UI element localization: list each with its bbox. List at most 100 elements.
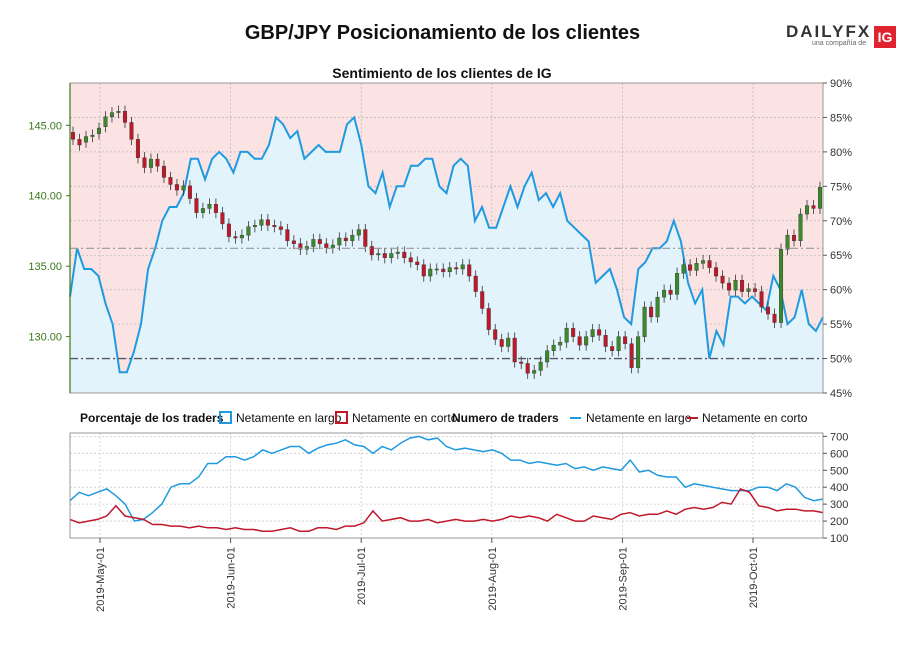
count-long-line — [69, 435, 824, 522]
candle-body — [207, 203, 212, 209]
candle-body — [779, 249, 784, 323]
candle-body — [187, 185, 192, 199]
candle-body — [148, 158, 153, 168]
percent-tick-label: 85% — [830, 112, 852, 124]
legend-percent-title: Porcentaje de los traders — [80, 411, 224, 425]
candle-body — [805, 205, 810, 215]
candle-body — [538, 361, 543, 371]
count-axis-ticks: 700 600 500 400 300 200 100 — [823, 431, 848, 545]
candle-body — [499, 339, 504, 347]
candle-body — [408, 257, 413, 263]
candle-body — [772, 313, 777, 323]
candle-body — [597, 329, 602, 336]
legend-count-long-label: Netamente en largo — [586, 411, 692, 425]
candle-body — [376, 253, 381, 256]
percent-tick-label: 60% — [830, 285, 852, 297]
candle-body — [109, 112, 114, 118]
candle-body — [291, 240, 296, 244]
candle-body — [480, 291, 485, 309]
candle-body — [77, 139, 82, 146]
candle-body — [200, 208, 205, 213]
candle-body — [740, 280, 745, 292]
candle-body — [818, 187, 823, 209]
candle-body — [168, 177, 173, 185]
candle-body — [265, 219, 270, 226]
candle-body — [460, 264, 465, 270]
percent-tick-label: 75% — [830, 181, 852, 193]
legend-count-short-label: Netamente en corto — [702, 411, 808, 425]
count-tick-label: 100 — [830, 533, 848, 545]
count-tick-label: 200 — [830, 516, 848, 528]
candle-body — [753, 288, 758, 292]
count-tick-label: 700 — [830, 431, 848, 443]
percent-tick-label: 70% — [830, 216, 852, 228]
candle-body — [798, 213, 803, 242]
candle-body — [766, 306, 771, 315]
candle-body — [629, 343, 634, 368]
candle-body — [759, 291, 764, 308]
candle-body — [103, 116, 108, 127]
candle-body — [129, 122, 134, 140]
candle-body — [337, 237, 342, 246]
candle-body — [428, 268, 433, 277]
candle-body — [233, 236, 238, 239]
count-tick-label: 300 — [830, 499, 848, 511]
candle-body — [350, 234, 355, 242]
candle-body — [714, 267, 719, 277]
price-tick-label: 135.00 — [28, 261, 62, 273]
candle-body — [467, 264, 472, 277]
candle-body — [278, 226, 283, 230]
candle-body — [194, 198, 199, 213]
candle-body — [623, 336, 628, 344]
candle-body — [239, 234, 244, 239]
candle-body — [811, 205, 816, 209]
candle-body — [675, 273, 680, 295]
page-title: GBP/JPY Posicionamiento de los clientes — [244, 22, 641, 44]
legend: Porcentaje de los traders Netamente en l… — [80, 411, 808, 425]
candle-body — [681, 264, 686, 274]
candle-body — [161, 165, 166, 178]
candle-body — [506, 337, 511, 347]
candle-body — [746, 288, 751, 292]
price-tick-label: 145.00 — [28, 120, 62, 132]
candle-body — [473, 275, 478, 292]
count-tick-label: 400 — [830, 482, 848, 494]
candle-body — [668, 289, 673, 295]
candle-body — [330, 244, 335, 249]
candle-body — [343, 237, 348, 242]
candle-body — [662, 289, 667, 298]
trader-count-gridlines — [70, 433, 823, 539]
candle-body — [90, 134, 95, 137]
candle-body — [356, 229, 361, 236]
percent-tick-label: 65% — [830, 250, 852, 262]
candle-body — [389, 253, 394, 258]
logo-subtext: una compañía de — [812, 40, 867, 47]
candle-body — [707, 260, 712, 268]
candle-body — [720, 275, 725, 284]
candle-body — [311, 239, 316, 247]
candle-body — [512, 337, 517, 363]
candle-body — [733, 280, 738, 291]
candle-body — [519, 361, 524, 364]
candle-body — [83, 136, 88, 143]
date-tick-label: 2019-Sep-01 — [617, 547, 629, 611]
legend-percent-long-label: Netamente en largo — [236, 411, 342, 425]
date-tick-label: 2019-Oct-01 — [748, 547, 760, 608]
candle-body — [590, 329, 595, 337]
candle-body — [421, 264, 426, 277]
candle-body — [603, 335, 608, 347]
candle-body — [96, 127, 101, 134]
legend-percent-short-swatch — [335, 411, 348, 424]
candle-body — [493, 329, 498, 340]
candle-body — [226, 223, 231, 237]
percent-tick-label: 45% — [830, 388, 852, 400]
candle-body — [369, 246, 374, 256]
candle-body — [532, 370, 537, 374]
date-tick-label: 2019-Jun-01 — [226, 547, 238, 609]
candle-body — [642, 306, 647, 337]
candle-body — [441, 268, 446, 273]
long-percent-line — [69, 115, 824, 374]
candle-body — [584, 336, 589, 346]
legend-count-title: Numero de traders — [452, 411, 559, 425]
